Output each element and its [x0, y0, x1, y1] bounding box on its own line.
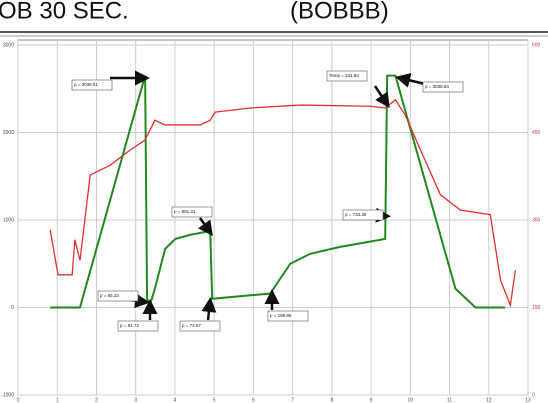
x-tick-label: 7: [291, 397, 294, 403]
annotation-box: [326, 70, 368, 82]
x-tick-label: 11: [447, 397, 452, 403]
annotation: p = 55.33: [100, 293, 119, 298]
annotation: Temp = 531.84: [329, 73, 359, 78]
annotation: p = 94.72: [120, 323, 139, 328]
x-tick-label: 2: [95, 397, 98, 403]
annotation-arrow: [373, 85, 390, 109]
annotation-box: [179, 320, 221, 332]
y2-tick-label: 150: [532, 305, 541, 311]
annotation-arrow: [395, 73, 426, 88]
annotation-box: [171, 206, 213, 218]
x-tick-label: 6: [252, 397, 255, 403]
annotation: p = 3038.84: [425, 84, 449, 89]
annotation: p = 198.98: [270, 313, 292, 318]
annotation-box: [71, 79, 113, 91]
annotation: p = 73.67: [182, 323, 201, 328]
x-tick-label: 5: [213, 397, 216, 403]
series-line: [49, 98, 517, 308]
y2-tick-label: 300: [532, 217, 541, 223]
annotation-box: [117, 320, 159, 332]
y-tick-label: 0: [11, 305, 14, 311]
x-tick-label: 13: [525, 397, 531, 403]
annotation: p = 891.31: [174, 209, 196, 214]
x-tick-label: 3: [134, 397, 137, 403]
y2-tick-label: 0: [532, 392, 535, 398]
x-tick-label: 1: [56, 397, 59, 403]
y-tick-label: 3000: [3, 42, 14, 48]
y-tick-label: 1000: [3, 217, 14, 223]
y-tick-label: 2000: [3, 130, 14, 136]
chart-title: OB 30 SEC.: [0, 0, 129, 24]
annotation-box: [267, 310, 309, 322]
annotation-box: [422, 81, 464, 93]
x-tick-label: 0: [17, 397, 20, 403]
chart-subtitle: (BOBBB): [290, 0, 389, 24]
annotation: p = 733.35: [345, 212, 367, 217]
annotation-box: [342, 209, 384, 221]
annotation-box: [97, 290, 139, 302]
y2-tick-label: 600: [532, 42, 541, 48]
x-tick-label: 8: [330, 397, 333, 403]
y-tick-label: -1000: [1, 392, 14, 398]
annotation-arrow: [198, 217, 213, 237]
annotation: p = 3038.51: [74, 82, 98, 87]
annotation-arrow: [201, 297, 217, 321]
x-tick-label: 12: [486, 397, 492, 403]
x-tick-label: 4: [174, 397, 177, 403]
x-tick-label: 9: [370, 397, 373, 403]
y2-tick-label: 450: [532, 130, 541, 136]
x-tick-label: 10: [408, 397, 414, 403]
